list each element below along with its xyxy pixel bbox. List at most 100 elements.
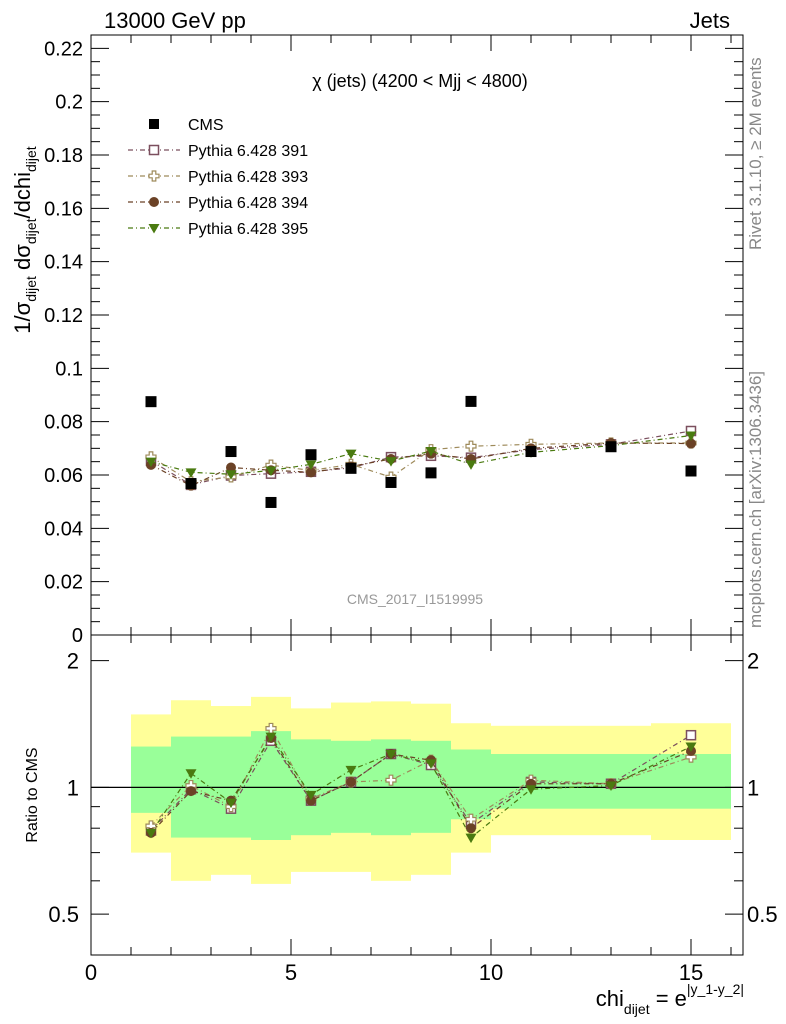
legend-label: Pythia 6.428 391 <box>188 143 308 160</box>
ratio-point <box>605 781 617 792</box>
ratio-y-tick-label-right: 0.5 <box>747 902 778 927</box>
chart-title: χ (jets) (4200 < Mjj < 4800) <box>312 71 528 91</box>
series-line <box>150 434 692 475</box>
main-y-tick-label: 0.04 <box>44 518 83 540</box>
mc-point <box>425 447 437 457</box>
data-point <box>225 446 237 458</box>
main-y-tick-label: 0.12 <box>44 305 83 327</box>
data-point <box>685 465 697 477</box>
analysis-watermark: CMS_2017_I1519995 <box>347 591 483 607</box>
ratio-y-tick-label: 1 <box>67 775 79 800</box>
mc-point <box>686 438 696 449</box>
legend: CMS Pythia 6.428 391 Pythia 6.428 393 Pythi… <box>128 117 308 238</box>
header-left: 13000 GeV pp <box>104 8 246 33</box>
legend-marker <box>148 144 160 156</box>
main-y-tick-label: 0.22 <box>44 38 83 60</box>
ratio-point <box>385 774 397 786</box>
legend-label: Pythia 6.428 394 <box>188 195 308 212</box>
main-plot: 0 0.02 0.04 0.06 0.08 0.1 0.12 0.14 0.16 0.18 0.2 0… <box>44 34 744 647</box>
ratio-series-line <box>150 734 692 831</box>
mc-point <box>465 440 477 452</box>
ratio-series-line <box>150 727 692 827</box>
mc-point <box>385 457 397 467</box>
ratio-plot: 0.5 0.5 1 1 2 2 0 5 10 15 <box>48 634 778 985</box>
data-point <box>185 478 197 490</box>
x-tick-label: 5 <box>285 960 297 985</box>
legend-entry-pythia-6-428-394: Pythia 6.428 394 <box>128 195 308 212</box>
legend-marker <box>149 119 159 129</box>
data-point <box>605 441 617 453</box>
series-line <box>150 442 691 483</box>
series-line <box>150 442 692 487</box>
ratio-series-pythia-6-428-395 <box>145 732 697 844</box>
ratio-point <box>685 742 697 753</box>
data-point <box>425 467 437 479</box>
series-pythia-6-428-395 <box>145 431 697 480</box>
ratio-y-tick-label-right: 2 <box>747 649 759 674</box>
data-point <box>525 446 537 458</box>
legend-label: Pythia 6.428 393 <box>188 169 308 186</box>
data-point <box>465 395 477 407</box>
ratio-series-line <box>150 735 692 839</box>
legend-marker <box>148 224 160 234</box>
inner-band-bin <box>251 731 291 841</box>
ratio-y-tick-label: 0.5 <box>48 902 79 927</box>
ratio-point <box>225 798 237 809</box>
mc-point <box>465 460 477 470</box>
mc-point <box>145 457 157 468</box>
x-axis-label: chidijet = e|y_1-y_2| <box>596 981 744 1017</box>
main-y-tick-label: 0.18 <box>44 145 83 167</box>
x-tick-label: 10 <box>479 960 503 985</box>
mc-point <box>225 470 237 480</box>
legend-label: Pythia 6.428 395 <box>188 221 308 238</box>
ratio-y-axis-label: Ratio to CMS <box>24 747 41 842</box>
x-tick-label: 0 <box>85 960 97 985</box>
main-y-tick-label: 0.08 <box>44 412 83 434</box>
mc-point <box>185 468 197 478</box>
ratio-point <box>185 769 197 779</box>
data-point <box>265 496 277 508</box>
legend-entry-pythia-6-428-391: Pythia 6.428 391 <box>128 143 308 160</box>
ratio-frame <box>90 634 744 956</box>
ratio-point <box>145 828 157 839</box>
data-point <box>305 449 317 461</box>
main-y-tick-label: 0 <box>72 625 83 647</box>
ratio-point <box>385 750 397 760</box>
ratio-point <box>306 795 316 806</box>
mc-point <box>306 467 316 478</box>
mc-point <box>345 449 357 460</box>
series-cms <box>145 395 697 508</box>
rivet-version-label: Rivet 3.1.10, ≥ 2M events <box>746 57 765 250</box>
ratio-point <box>305 790 317 801</box>
inner-band-bin <box>451 749 491 820</box>
ratio-point <box>345 765 357 776</box>
mc-point <box>226 462 236 473</box>
data-point <box>145 396 157 408</box>
x-tick-label: 15 <box>679 960 703 985</box>
legend-entry-pythia-6-428-393: Pythia 6.428 393 <box>128 169 308 186</box>
main-y-axis-label: 1/σdijet dσdijet/dchidijet <box>10 146 39 334</box>
uncertainty-bands <box>131 696 731 884</box>
inner-band-bin <box>651 754 731 809</box>
main-y-tick-label: 0.16 <box>44 198 83 220</box>
ratio-point <box>525 785 537 795</box>
ratio-y-tick-label: 2 <box>67 649 79 674</box>
ratio-point <box>685 729 697 741</box>
main-y-tick-label: 0.2 <box>55 92 83 114</box>
header-right: Jets <box>690 8 730 33</box>
mc-point <box>305 460 317 470</box>
data-point <box>345 462 357 474</box>
ratio-y-tick-label-right: 1 <box>747 775 759 800</box>
main-y-tick-label: 0.1 <box>55 358 83 380</box>
ratio-point <box>466 823 476 834</box>
main-y-tick-label: 0.02 <box>44 572 83 594</box>
ratio-series-line <box>150 736 692 834</box>
legend-marker <box>149 197 159 207</box>
ratio-point <box>346 776 356 787</box>
ratio-point <box>425 759 437 769</box>
legend-marker <box>148 170 160 182</box>
legend-entry-pythia-6-428-395: Pythia 6.428 395 <box>128 221 308 238</box>
inner-band-bin <box>131 746 171 813</box>
mc-point <box>265 466 277 476</box>
